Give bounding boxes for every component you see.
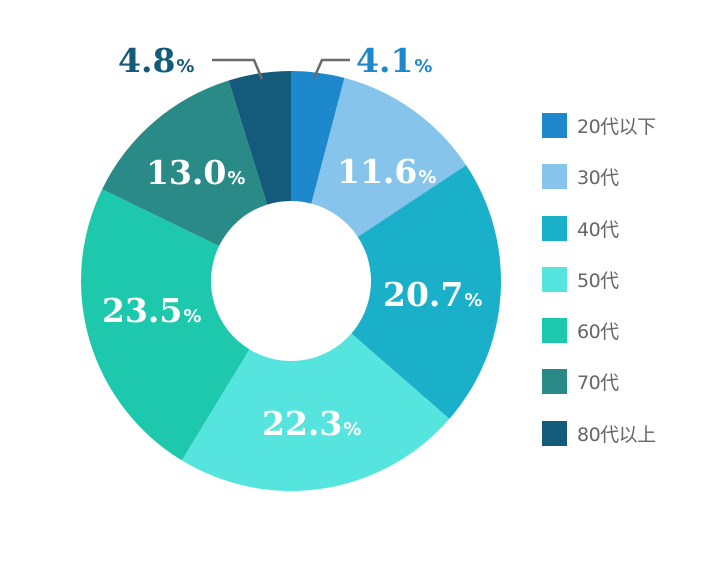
legend-label: 60代 xyxy=(577,321,619,344)
legend-item-40s: 40代 xyxy=(542,215,656,241)
percent-sign: % xyxy=(464,290,483,311)
slice-value: 4.1 xyxy=(356,41,414,80)
slice-40s xyxy=(351,165,501,419)
slice-value: 20.7 xyxy=(383,275,464,314)
legend-swatch xyxy=(542,215,567,241)
slice-label-40s: 20.7% xyxy=(383,278,482,311)
slice-label-70s: 13.0% xyxy=(146,156,245,189)
legend-item-70s: 70代 xyxy=(542,369,656,395)
chart-legend: 20代以下 30代 40代 50代 60代 70代 80代以上 xyxy=(542,113,656,472)
slice-50s xyxy=(181,333,450,491)
slice-label-30s: 11.6% xyxy=(337,155,436,188)
legend-swatch xyxy=(542,266,567,292)
leader-line-20s-under xyxy=(312,58,350,79)
legend-item-30s: 30代 xyxy=(542,164,656,190)
slice-label-80s-over: 4.8% xyxy=(118,44,194,77)
slice-label-20s-under: 4.1% xyxy=(356,44,432,77)
legend-item-50s: 50代 xyxy=(542,266,656,292)
legend-swatch xyxy=(542,164,567,190)
donut-slices xyxy=(81,71,501,491)
percent-sign: % xyxy=(414,56,433,77)
legend-item-80s-over: 80代以上 xyxy=(542,420,656,446)
leader-line-80s-over xyxy=(212,58,264,80)
percent-sign: % xyxy=(418,167,437,188)
percent-sign: % xyxy=(176,56,195,77)
legend-label: 40代 xyxy=(577,218,619,241)
slice-value: 23.5 xyxy=(102,291,183,330)
percent-sign: % xyxy=(343,419,362,440)
legend-swatch xyxy=(542,420,567,446)
legend-label: 70代 xyxy=(577,372,619,395)
slice-label-50s: 22.3% xyxy=(262,407,361,440)
slice-value: 13.0 xyxy=(146,153,227,192)
percent-sign: % xyxy=(183,306,202,327)
legend-swatch xyxy=(542,113,567,138)
slice-value: 11.6 xyxy=(337,152,418,191)
slice-60s xyxy=(81,189,250,461)
slice-value: 22.3 xyxy=(262,404,343,443)
slice-value: 4.8 xyxy=(118,41,176,80)
legend-swatch xyxy=(542,369,567,395)
legend-swatch xyxy=(542,318,567,344)
legend-item-60s: 60代 xyxy=(542,318,656,344)
legend-label: 20代以下 xyxy=(577,116,656,138)
legend-label: 30代 xyxy=(577,167,619,190)
slice-label-60s: 23.5% xyxy=(102,294,201,327)
legend-item-20s-under: 20代以下 xyxy=(542,113,656,138)
slice-80s-over xyxy=(228,71,291,205)
legend-label: 80代以上 xyxy=(577,423,656,446)
slice-30s xyxy=(311,77,467,237)
legend-label: 50代 xyxy=(577,269,619,292)
slice-70s xyxy=(102,80,268,247)
leader-lines xyxy=(212,58,350,80)
slice-20s-under xyxy=(291,71,345,204)
percent-sign: % xyxy=(227,168,246,189)
